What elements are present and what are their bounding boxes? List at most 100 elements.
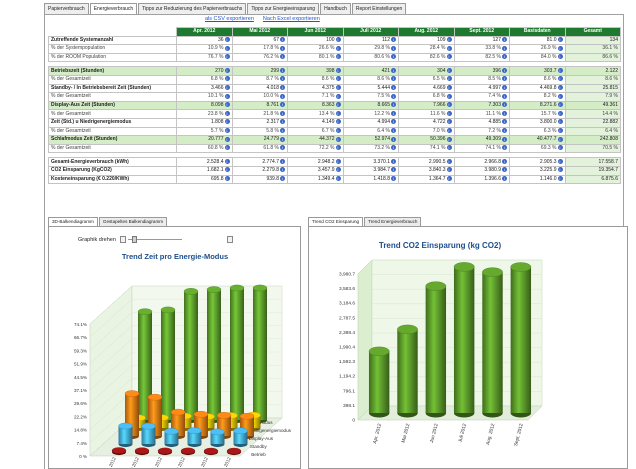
info-icon[interactable]: i: [224, 158, 230, 164]
info-icon[interactable]: i: [391, 167, 396, 173]
info-icon[interactable]: i: [335, 54, 341, 60]
info-icon[interactable]: i: [557, 54, 563, 60]
info-icon[interactable]: i: [391, 110, 396, 116]
info-icon[interactable]: i: [224, 45, 230, 51]
tab-energieverbrauch[interactable]: Energieverbrauch: [89, 3, 138, 15]
info-icon[interactable]: i: [224, 167, 230, 173]
tab-trend-co2-einsparung[interactable]: Trend CO2 Einsparung: [308, 217, 364, 226]
info-icon[interactable]: i: [335, 119, 341, 125]
info-icon[interactable]: i: [446, 37, 452, 43]
info-icon[interactable]: i: [280, 67, 285, 73]
tab-tipps-zur-reduzierung-des-papierverbrauchs[interactable]: Tipps zur Reduzierung des Papierverbrauc…: [138, 3, 247, 14]
info-icon[interactable]: i: [335, 167, 341, 173]
info-icon[interactable]: i: [557, 167, 563, 173]
tab-3d-balkendiagramm[interactable]: 3D-Balkendiagramm: [48, 217, 98, 226]
info-icon[interactable]: i: [335, 76, 341, 82]
info-icon[interactable]: i: [557, 158, 563, 164]
slider-knob[interactable]: [131, 236, 137, 243]
info-icon[interactable]: i: [335, 145, 341, 151]
info-icon[interactable]: i: [391, 136, 396, 142]
info-icon[interactable]: i: [502, 136, 507, 142]
info-icon[interactable]: i: [224, 54, 230, 60]
info-icon[interactable]: i: [391, 119, 396, 125]
info-icon[interactable]: i: [446, 54, 452, 60]
info-icon[interactable]: i: [224, 102, 230, 108]
info-icon[interactable]: i: [280, 167, 285, 173]
info-icon[interactable]: i: [335, 136, 341, 142]
info-icon[interactable]: i: [335, 128, 341, 133]
info-icon[interactable]: i: [224, 145, 230, 151]
info-icon[interactable]: i: [557, 110, 563, 116]
info-icon[interactable]: i: [557, 136, 563, 142]
export-csv-link[interactable]: als CSV exportieren: [205, 16, 254, 22]
info-icon[interactable]: i: [391, 54, 396, 60]
info-icon[interactable]: i: [391, 93, 396, 99]
rotate-slider[interactable]: [119, 235, 182, 244]
info-icon[interactable]: i: [557, 145, 563, 151]
info-icon[interactable]: i: [391, 102, 396, 108]
info-icon[interactable]: i: [446, 158, 452, 164]
info-icon[interactable]: i: [335, 85, 341, 91]
info-icon[interactable]: i: [502, 67, 507, 73]
info-icon[interactable]: i: [446, 85, 452, 91]
info-icon[interactable]: i: [335, 102, 341, 108]
info-icon[interactable]: i: [391, 145, 396, 151]
info-icon[interactable]: i: [446, 102, 452, 108]
tab-handbuch[interactable]: Handbuch: [320, 3, 351, 14]
info-icon[interactable]: i: [502, 54, 507, 60]
info-icon[interactable]: i: [446, 175, 452, 181]
info-icon[interactable]: i: [502, 175, 507, 181]
info-icon[interactable]: i: [224, 136, 230, 142]
info-icon[interactable]: i: [446, 45, 452, 51]
info-icon[interactable]: i: [446, 93, 452, 99]
info-icon[interactable]: i: [335, 110, 341, 116]
info-icon[interactable]: i: [224, 85, 230, 91]
info-icon[interactable]: i: [502, 102, 507, 108]
info-icon[interactable]: i: [224, 76, 230, 82]
info-icon[interactable]: i: [280, 128, 285, 133]
tab-tipps-zur-energieeinsparung[interactable]: Tipps zur Energieeinsparung: [247, 3, 320, 14]
tab-papierverbrauch[interactable]: Papierverbrauch: [44, 3, 89, 14]
info-icon[interactable]: i: [557, 128, 563, 133]
info-icon[interactable]: i: [557, 85, 563, 91]
info-icon[interactable]: i: [391, 175, 396, 181]
info-icon[interactable]: i: [280, 85, 285, 91]
info-icon[interactable]: i: [280, 136, 285, 142]
info-icon[interactable]: i: [280, 145, 285, 151]
info-icon[interactable]: i: [280, 93, 285, 99]
info-icon[interactable]: i: [335, 158, 341, 164]
info-icon[interactable]: i: [280, 102, 285, 108]
info-icon[interactable]: i: [502, 45, 507, 51]
info-icon[interactable]: i: [557, 102, 563, 108]
info-icon[interactable]: i: [391, 158, 396, 164]
info-icon[interactable]: i: [224, 67, 230, 73]
info-icon[interactable]: i: [391, 128, 396, 133]
info-icon[interactable]: i: [224, 37, 230, 43]
info-icon[interactable]: i: [446, 76, 452, 82]
info-icon[interactable]: i: [224, 175, 230, 181]
info-icon[interactable]: i: [335, 37, 341, 43]
info-icon[interactable]: i: [335, 45, 341, 51]
info-icon[interactable]: i: [557, 67, 563, 73]
info-icon[interactable]: i: [224, 119, 230, 125]
info-icon[interactable]: i: [280, 37, 285, 43]
slider-end-button[interactable]: [227, 236, 233, 243]
info-icon[interactable]: i: [446, 128, 452, 133]
info-icon[interactable]: i: [391, 85, 396, 91]
info-icon[interactable]: i: [391, 76, 396, 82]
info-icon[interactable]: i: [224, 93, 230, 99]
info-icon[interactable]: i: [335, 67, 341, 73]
info-icon[interactable]: i: [391, 67, 396, 73]
info-icon[interactable]: i: [502, 119, 507, 125]
info-icon[interactable]: i: [446, 110, 452, 116]
info-icon[interactable]: i: [446, 167, 452, 173]
info-icon[interactable]: i: [391, 45, 396, 51]
info-icon[interactable]: i: [224, 128, 230, 133]
info-icon[interactable]: i: [502, 167, 507, 173]
info-icon[interactable]: i: [280, 110, 285, 116]
info-icon[interactable]: i: [446, 119, 452, 125]
info-icon[interactable]: i: [280, 45, 285, 51]
info-icon[interactable]: i: [502, 93, 507, 99]
info-icon[interactable]: i: [446, 136, 452, 142]
tab-report-einstellungen[interactable]: Report Einstellungen: [351, 3, 407, 14]
